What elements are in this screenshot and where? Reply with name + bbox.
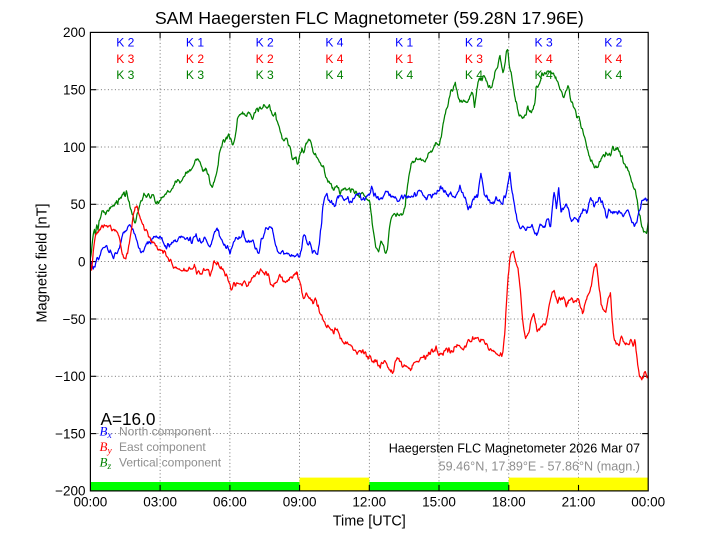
svg-text:K 3: K 3 — [535, 36, 553, 50]
svg-text:K 4: K 4 — [325, 52, 343, 66]
svg-text:−100: −100 — [55, 369, 85, 384]
svg-text:K 1: K 1 — [395, 52, 413, 66]
svg-text:00:00: 00:00 — [74, 495, 108, 510]
svg-text:21:00: 21:00 — [562, 495, 596, 510]
svg-text:K 2: K 2 — [186, 52, 204, 66]
svg-text:K 1: K 1 — [186, 36, 204, 50]
svg-text:15:00: 15:00 — [422, 495, 456, 510]
svg-text:K 4: K 4 — [325, 36, 343, 50]
svg-text:−50: −50 — [63, 312, 86, 327]
svg-text:K 4: K 4 — [465, 68, 483, 82]
svg-text:K 4: K 4 — [325, 68, 343, 82]
svg-text:K 3: K 3 — [256, 68, 274, 82]
svg-text:59.46°N, 17.89°E - 57.86°N (ma: 59.46°N, 17.89°E - 57.86°N (magn.) — [439, 460, 640, 474]
svg-text:K 4: K 4 — [395, 68, 413, 82]
svg-text:SAM Haegersten FLC Magnetomete: SAM Haegersten FLC Magnetometer (59.28N … — [155, 8, 584, 28]
svg-text:Vertical component: Vertical component — [119, 455, 222, 469]
svg-text:150: 150 — [63, 83, 86, 98]
svg-text:Time [UTC]: Time [UTC] — [333, 514, 406, 530]
svg-text:09:00: 09:00 — [283, 495, 317, 510]
svg-text:K 2: K 2 — [256, 36, 274, 50]
svg-text:K 3: K 3 — [186, 68, 204, 82]
svg-text:K 4: K 4 — [604, 68, 622, 82]
svg-text:K 4: K 4 — [535, 52, 553, 66]
svg-text:A=16.0: A=16.0 — [101, 409, 156, 429]
svg-text:North component: North component — [119, 425, 212, 439]
svg-text:K 2: K 2 — [256, 52, 274, 66]
svg-text:03:00: 03:00 — [143, 495, 177, 510]
svg-text:100: 100 — [63, 140, 86, 155]
svg-text:50: 50 — [70, 197, 85, 212]
svg-text:−200: −200 — [55, 484, 85, 499]
svg-text:Haegersten FLC Magnetometer 20: Haegersten FLC Magnetometer 2026 Mar 07 — [389, 442, 640, 456]
svg-text:06:00: 06:00 — [213, 495, 247, 510]
svg-text:18:00: 18:00 — [492, 495, 526, 510]
svg-text:00:00: 00:00 — [631, 495, 665, 510]
svg-text:K 2: K 2 — [116, 36, 134, 50]
svg-text:Magnetic field [nT]: Magnetic field [nT] — [35, 203, 51, 322]
svg-text:200: 200 — [63, 25, 86, 40]
svg-text:K 4: K 4 — [535, 68, 553, 82]
svg-text:K 3: K 3 — [116, 52, 134, 66]
svg-text:Bz: Bz — [100, 454, 112, 472]
svg-text:0: 0 — [78, 254, 86, 269]
svg-text:−150: −150 — [55, 426, 85, 441]
svg-text:K 2: K 2 — [465, 36, 483, 50]
svg-text:K 2: K 2 — [604, 36, 622, 50]
svg-text:K 1: K 1 — [395, 36, 413, 50]
svg-text:K 3: K 3 — [465, 52, 483, 66]
svg-text:K 3: K 3 — [116, 68, 134, 82]
svg-text:12:00: 12:00 — [352, 495, 386, 510]
svg-text:K 4: K 4 — [604, 52, 622, 66]
svg-text:East component: East component — [119, 440, 206, 454]
